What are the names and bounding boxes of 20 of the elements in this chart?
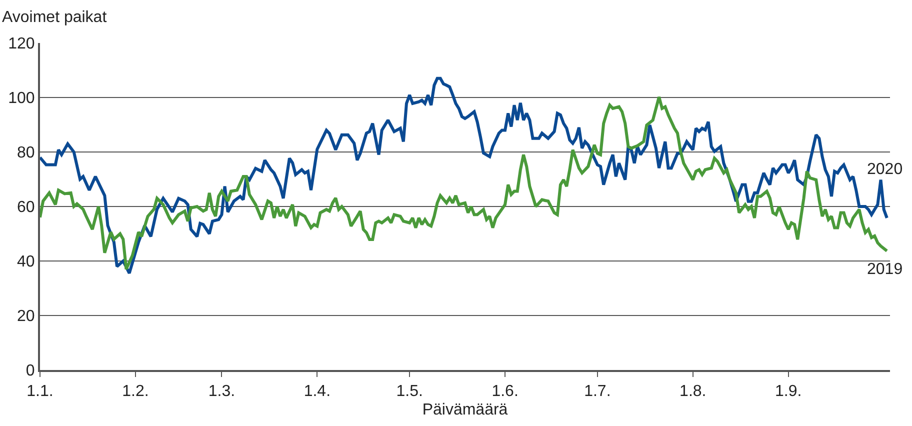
x-tick-label: 1.1. bbox=[26, 383, 54, 400]
x-axis-title: Päivämäärä bbox=[422, 401, 508, 418]
x-tick-label: 1.3. bbox=[208, 383, 236, 400]
series-label: 2019 bbox=[867, 261, 903, 278]
y-tick-label: 40 bbox=[17, 254, 35, 271]
x-tick-label: 1.7. bbox=[584, 383, 611, 400]
x-tick-label: 1.8. bbox=[680, 383, 706, 400]
x-tick-label: 1.6. bbox=[492, 383, 518, 400]
y-tick-label: 120 bbox=[8, 36, 35, 53]
x-tick-label: 1.5. bbox=[396, 383, 423, 400]
y-axis-title: Avoimet paikat bbox=[2, 9, 108, 26]
y-tick-label: 60 bbox=[17, 199, 35, 216]
x-tick-label: 1.2. bbox=[122, 383, 149, 400]
series-label: 2020 bbox=[867, 161, 903, 178]
x-tick-label: 1.4. bbox=[304, 383, 331, 400]
y-tick-label: 100 bbox=[8, 90, 35, 108]
y-tick-label: 0 bbox=[26, 362, 35, 380]
y-tick-label: 80 bbox=[17, 144, 35, 162]
y-tick-label: 20 bbox=[17, 308, 35, 326]
x-tick-label: 1.9. bbox=[775, 383, 802, 400]
